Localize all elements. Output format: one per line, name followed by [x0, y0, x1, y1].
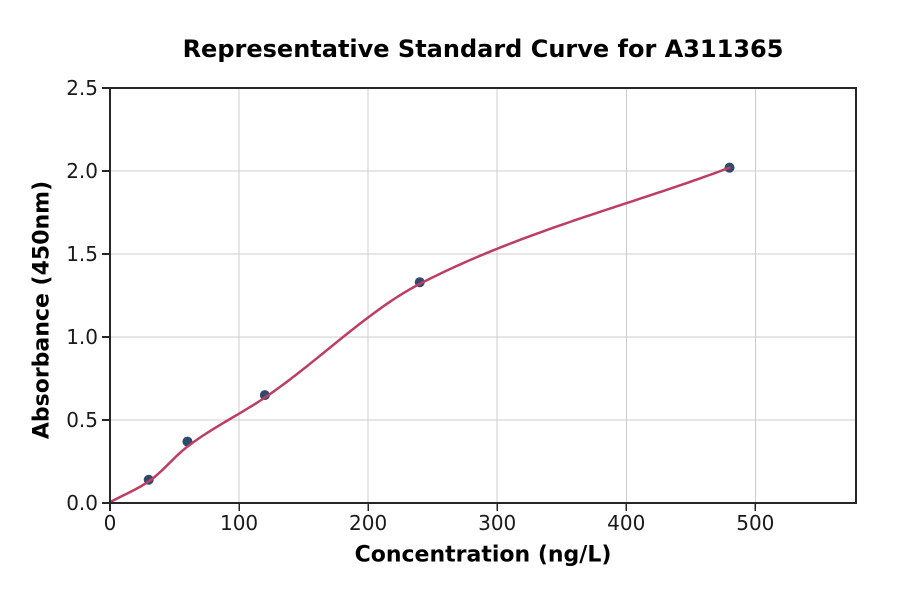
- x-tick-label: 300: [478, 511, 516, 535]
- y-tick-label: 2.5: [66, 76, 98, 100]
- x-tick-label: 200: [349, 511, 387, 535]
- x-tick-label: 400: [607, 511, 645, 535]
- x-axis-label: Concentration (ng/L): [354, 542, 612, 568]
- y-tick-label: 2.0: [66, 159, 98, 183]
- y-tick-label: 0.0: [66, 491, 98, 515]
- y-tick-label: 1.5: [66, 242, 98, 266]
- x-tick-label: 100: [220, 511, 258, 535]
- x-tick-label: 0: [104, 511, 117, 535]
- y-tick-label: 1.0: [66, 325, 98, 349]
- chart-title: Representative Standard Curve for A31136…: [182, 35, 784, 63]
- fit-curve: [108, 166, 731, 504]
- x-tick-label: 500: [736, 511, 774, 535]
- data-point: [259, 390, 270, 401]
- plot-border: [109, 87, 857, 504]
- y-axis-label: Absorbance (450nm): [29, 180, 55, 440]
- y-tick-label: 0.5: [66, 408, 98, 432]
